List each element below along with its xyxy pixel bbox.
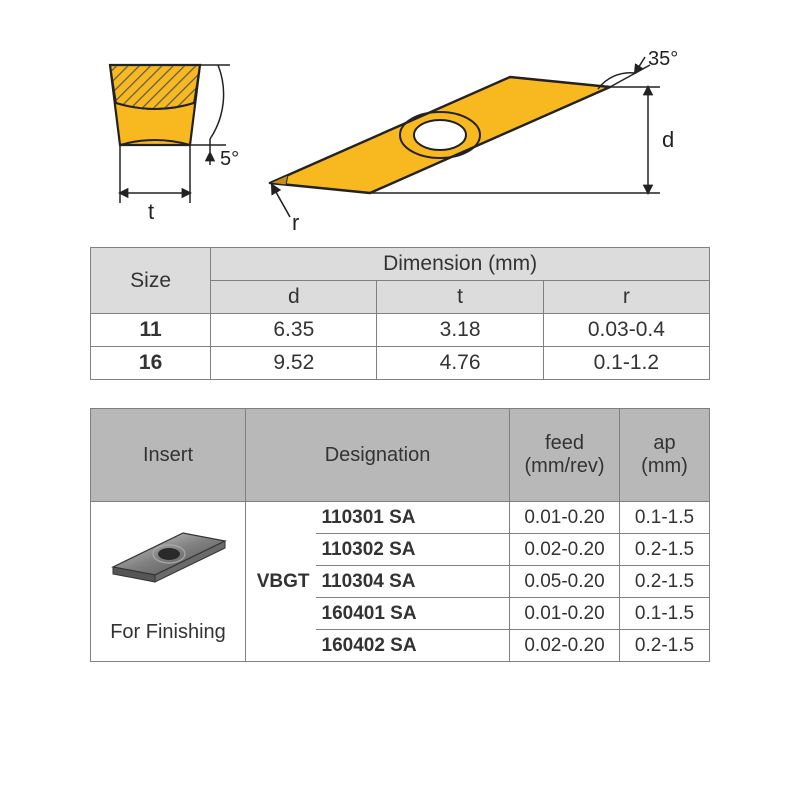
t-dimension: t	[120, 145, 190, 224]
side-profile	[110, 65, 200, 145]
hdr-ap: ap (mm)	[620, 409, 710, 502]
r-callout: r	[272, 185, 299, 235]
d-label: d	[662, 127, 674, 152]
table-row: 16 9.52 4.76 0.1-1.2	[91, 347, 710, 380]
table-row: 11 6.35 3.18 0.03-0.4	[91, 314, 710, 347]
hdr-size: Size	[91, 248, 211, 314]
hdr-t: t	[377, 281, 543, 314]
angle-35-callout: 35°	[588, 48, 678, 91]
insert-caption: For Finishing	[95, 621, 241, 644]
insert-icon	[103, 519, 233, 599]
designation-table: Insert Designation feed (mm/rev) ap (mm)	[90, 408, 710, 662]
hdr-d: d	[211, 281, 377, 314]
hdr-r: r	[543, 281, 709, 314]
insert-cell: For Finishing	[91, 502, 246, 662]
hdr-insert: Insert	[91, 409, 246, 502]
dimension-table: Size Dimension (mm) d t r 11 6.35 3.18 0…	[90, 247, 710, 380]
table-row: For Finishing VBGT 110301 SA 0.01-0.20 0…	[91, 502, 710, 534]
diagram-svg: 5° t r	[90, 35, 710, 245]
designation-prefix: VBGT	[246, 502, 316, 662]
insert-diagram: 5° t r	[90, 35, 710, 245]
angle-5-label: 5°	[220, 148, 239, 170]
angle-35-label: 35°	[648, 48, 678, 70]
top-view	[270, 77, 610, 193]
hdr-feed: feed (mm/rev)	[510, 409, 620, 502]
t-label: t	[148, 199, 154, 224]
hdr-dimension: Dimension (mm)	[211, 248, 710, 281]
hdr-designation: Designation	[246, 409, 510, 502]
r-label: r	[292, 210, 299, 235]
